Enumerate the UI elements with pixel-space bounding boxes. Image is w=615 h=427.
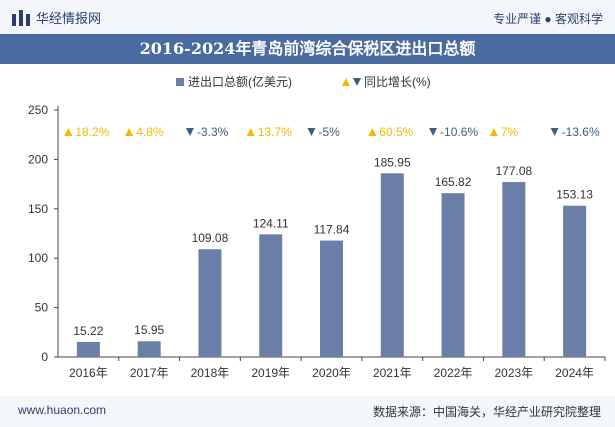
bar bbox=[380, 173, 404, 357]
y-tick-label: 0 bbox=[41, 350, 48, 364]
bar bbox=[563, 205, 587, 357]
growth-down-icon bbox=[429, 128, 438, 136]
y-tick-label: 100 bbox=[28, 251, 48, 265]
bar bbox=[76, 341, 100, 357]
bar bbox=[502, 182, 526, 357]
growth-up-icon bbox=[64, 128, 73, 136]
y-tick-label: 200 bbox=[28, 152, 48, 166]
x-tick-label: 2016年 bbox=[69, 366, 108, 380]
growth-down-icon bbox=[307, 128, 316, 136]
x-tick-label: 2021年 bbox=[373, 366, 412, 380]
growth-down-icon bbox=[185, 128, 194, 136]
legend-growth-label: 同比增长(%) bbox=[364, 75, 431, 89]
bar-value-label: 109.08 bbox=[192, 231, 229, 245]
growth-label: 60.5% bbox=[379, 125, 413, 139]
chart-title: 2016-2024年青岛前湾综合保税区进出口总额 bbox=[0, 34, 615, 64]
growth-up-icon bbox=[368, 128, 377, 136]
bar bbox=[320, 240, 343, 357]
bar-value-label: 124.11 bbox=[253, 216, 289, 230]
growth-up-icon bbox=[125, 128, 134, 136]
bar bbox=[259, 234, 283, 357]
bar bbox=[137, 341, 161, 357]
x-tick-label: 2017年 bbox=[130, 366, 169, 380]
bar-value-label: 165.82 bbox=[435, 175, 472, 189]
bar bbox=[198, 249, 222, 357]
growth-down-icon bbox=[550, 128, 559, 136]
x-tick-label: 2018年 bbox=[191, 366, 230, 380]
legend-bar-label: 进出口总额(亿美元) bbox=[188, 74, 292, 89]
growth-label: -13.6% bbox=[562, 125, 600, 139]
bar-value-label: 177.08 bbox=[495, 164, 532, 178]
growth-label: 4.8% bbox=[136, 125, 164, 139]
slogan: 专业严谨 ● 客观科学 bbox=[493, 12, 603, 26]
growth-label: -10.6% bbox=[440, 125, 478, 139]
legend-up-triangle bbox=[342, 78, 350, 86]
bar-value-label: 117.84 bbox=[314, 223, 350, 237]
x-tick-label: 2023年 bbox=[494, 366, 533, 380]
x-tick-label: 2019年 bbox=[251, 366, 290, 380]
data-source: 数据来源：中国海关，华经产业研究院整理 bbox=[372, 405, 601, 419]
x-tick-label: 2024年 bbox=[555, 366, 594, 380]
legend-down-triangle bbox=[353, 78, 361, 86]
growth-label: 7% bbox=[501, 125, 519, 139]
footer-bar: www.huaon.com 数据来源：中国海关，华经产业研究院整理 bbox=[0, 396, 615, 427]
site-url[interactable]: www.huaon.com bbox=[18, 403, 107, 417]
brand[interactable]: 华经情报网 bbox=[12, 8, 101, 27]
bar-value-label: 153.13 bbox=[556, 188, 593, 202]
chart: 进出口总额(亿美元) 同比增长(%) 0 50 100 150 200 250 15.22 201… bbox=[28, 74, 606, 380]
y-tick-label: 150 bbox=[28, 202, 48, 216]
brand-name: 华经情报网 bbox=[36, 11, 102, 26]
bar-value-label: 15.95 bbox=[134, 323, 164, 337]
growth-up-icon bbox=[489, 128, 498, 136]
y-tick-label: 50 bbox=[35, 301, 49, 315]
logo-icon bbox=[12, 9, 30, 26]
growth-label: 13.7% bbox=[258, 125, 292, 139]
legend-bar-swatch bbox=[176, 78, 184, 86]
y-tick-label: 250 bbox=[28, 103, 48, 117]
growth-label: -5% bbox=[319, 125, 341, 139]
x-tick-label: 2022年 bbox=[434, 366, 473, 380]
bar bbox=[441, 193, 465, 357]
bar-value-label: 15.22 bbox=[73, 324, 103, 338]
x-tick-label: 2020年 bbox=[312, 366, 351, 380]
header-bar: 华经情报网 专业严谨 ● 客观科学 bbox=[0, 0, 615, 34]
bar-value-label: 185.95 bbox=[374, 155, 411, 169]
growth-label: 18.2% bbox=[75, 125, 109, 139]
growth-label: -3.3% bbox=[197, 125, 229, 139]
growth-up-icon bbox=[246, 128, 255, 136]
